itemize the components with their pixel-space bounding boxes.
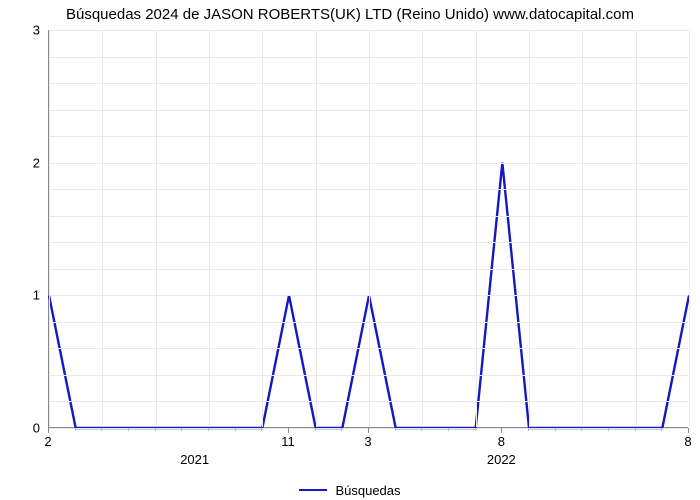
legend-item: Búsquedas [299, 483, 400, 498]
x-tick-label: 3 [364, 434, 371, 449]
x-minor-tick [315, 428, 316, 431]
y-tick-label: 0 [18, 421, 40, 436]
gridline-vertical [262, 30, 263, 427]
y-tick-label: 2 [18, 155, 40, 170]
x-major-tick [501, 428, 502, 433]
x-group-label: 2021 [180, 452, 209, 467]
x-minor-tick [448, 428, 449, 431]
x-minor-tick [581, 428, 582, 431]
gridline-vertical [529, 30, 530, 427]
x-minor-tick [341, 428, 342, 431]
x-major-tick [688, 428, 689, 433]
legend: Búsquedas [0, 478, 700, 498]
x-minor-tick [235, 428, 236, 431]
gridline-vertical [316, 30, 317, 427]
x-minor-tick [101, 428, 102, 431]
x-minor-tick [608, 428, 609, 431]
x-group-label: 2022 [487, 452, 516, 467]
gridline-vertical [369, 30, 370, 427]
gridline-vertical [49, 30, 50, 427]
chart-title: Búsquedas 2024 de JASON ROBERTS(UK) LTD … [0, 6, 700, 23]
x-minor-tick [635, 428, 636, 431]
x-minor-tick [181, 428, 182, 431]
x-minor-tick [661, 428, 662, 431]
x-minor-tick [208, 428, 209, 431]
x-minor-tick [421, 428, 422, 431]
gridline-vertical [476, 30, 477, 427]
gridline-vertical [689, 30, 690, 427]
x-minor-tick [528, 428, 529, 431]
y-tick-label: 3 [18, 23, 40, 38]
x-tick-label: 2 [44, 434, 51, 449]
gridline-vertical [209, 30, 210, 427]
gridline-vertical [422, 30, 423, 427]
gridline-vertical [156, 30, 157, 427]
legend-label: Búsquedas [335, 483, 400, 498]
x-tick-label: 11 [281, 434, 295, 449]
gridline-vertical [582, 30, 583, 427]
x-tick-label: 8 [684, 434, 691, 449]
x-major-tick [48, 428, 49, 433]
gridline-vertical [102, 30, 103, 427]
gridline-vertical [636, 30, 637, 427]
x-minor-tick [395, 428, 396, 431]
x-minor-tick [475, 428, 476, 431]
x-major-tick [288, 428, 289, 433]
x-tick-label: 8 [498, 434, 505, 449]
plot-area [48, 30, 688, 428]
x-major-tick [368, 428, 369, 433]
y-tick-label: 1 [18, 288, 40, 303]
x-minor-tick [555, 428, 556, 431]
x-minor-tick [75, 428, 76, 431]
x-minor-tick [155, 428, 156, 431]
x-minor-tick [128, 428, 129, 431]
legend-swatch [299, 489, 327, 491]
x-minor-tick [261, 428, 262, 431]
